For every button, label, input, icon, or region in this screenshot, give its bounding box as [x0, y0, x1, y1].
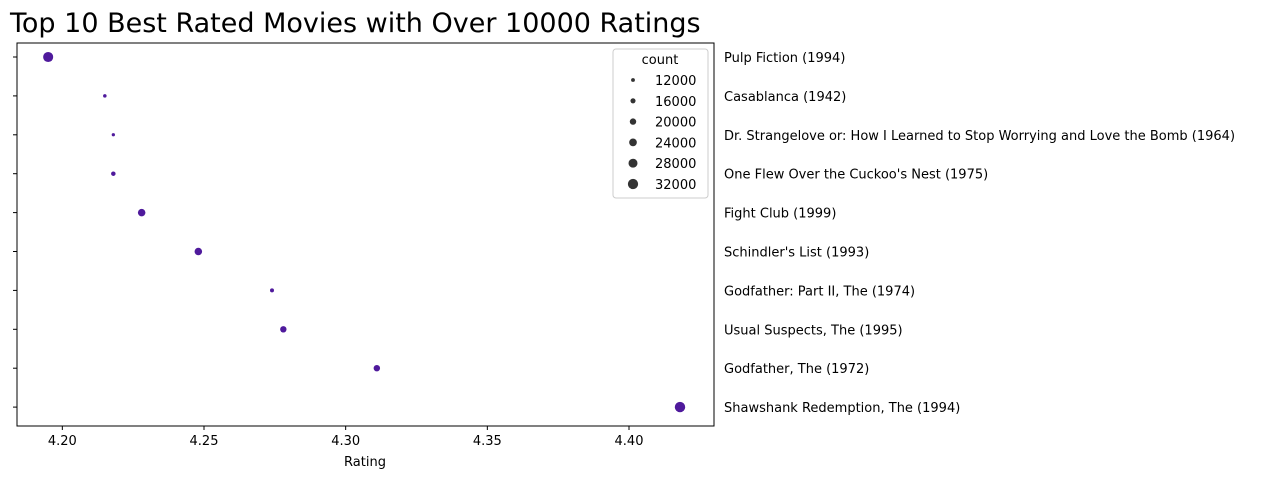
legend-entry-label: 28000 [655, 157, 696, 172]
legend-marker [631, 78, 635, 82]
x-tick-label: 4.40 [615, 434, 644, 449]
legend-marker [629, 138, 637, 147]
movie-label: Schindler's List (1993) [724, 246, 869, 261]
data-point [103, 94, 107, 98]
legend-entry-label: 32000 [655, 178, 696, 193]
data-point [111, 171, 116, 176]
legend-entry-label: 24000 [655, 136, 696, 151]
movie-label: Usual Suspects, The (1995) [724, 323, 903, 338]
data-point [137, 208, 146, 217]
movie-label: Casablanca (1942) [724, 90, 846, 105]
x-tick-label: 4.35 [473, 434, 502, 449]
legend-marker [627, 178, 639, 190]
movie-label: One Flew Over the Cuckoo's Nest (1975) [724, 168, 988, 183]
x-ticks: 4.20 4.25 4.30 4.35 4.40 [48, 426, 644, 449]
x-axis-label: Rating [344, 455, 386, 470]
data-point [270, 288, 274, 293]
data-point [373, 365, 381, 372]
x-tick-label: 4.30 [331, 434, 360, 449]
data-point [194, 247, 203, 256]
legend-entry-label: 16000 [655, 95, 696, 110]
movie-label: Pulp Fiction (1994) [724, 51, 845, 66]
data-points [43, 51, 686, 413]
movie-label: Dr. Strangelove or: How I Learned to Sto… [724, 129, 1235, 144]
x-tick-label: 4.25 [190, 434, 219, 449]
data-point [43, 51, 54, 63]
plot-area-frame [16, 42, 715, 427]
data-point [111, 133, 115, 137]
data-point [280, 326, 287, 333]
movie-label: Godfather: Part II, The (1974) [724, 284, 915, 299]
legend-marker [628, 158, 638, 168]
chart-title: Top 10 Best Rated Movies with Over 10000… [9, 8, 701, 39]
legend: count 12000 16000 20000 24000 28000 32000 [612, 48, 709, 199]
legend-title: count [642, 53, 679, 68]
movie-label: Fight Club (1999) [724, 207, 836, 222]
y-ticks [13, 56, 17, 408]
legend-marker [630, 98, 636, 104]
data-point [674, 401, 686, 413]
legend-entry-label: 12000 [655, 74, 696, 89]
x-tick-label: 4.20 [48, 434, 77, 449]
movie-label: Shawshank Redemption, The (1994) [724, 401, 960, 416]
legend-entry-label: 20000 [655, 116, 696, 131]
movie-label: Godfather, The (1972) [724, 362, 869, 377]
legend-marker [629, 118, 637, 125]
movie-labels: Pulp Fiction (1994) Casablanca (1942) Dr. … [724, 51, 1235, 416]
